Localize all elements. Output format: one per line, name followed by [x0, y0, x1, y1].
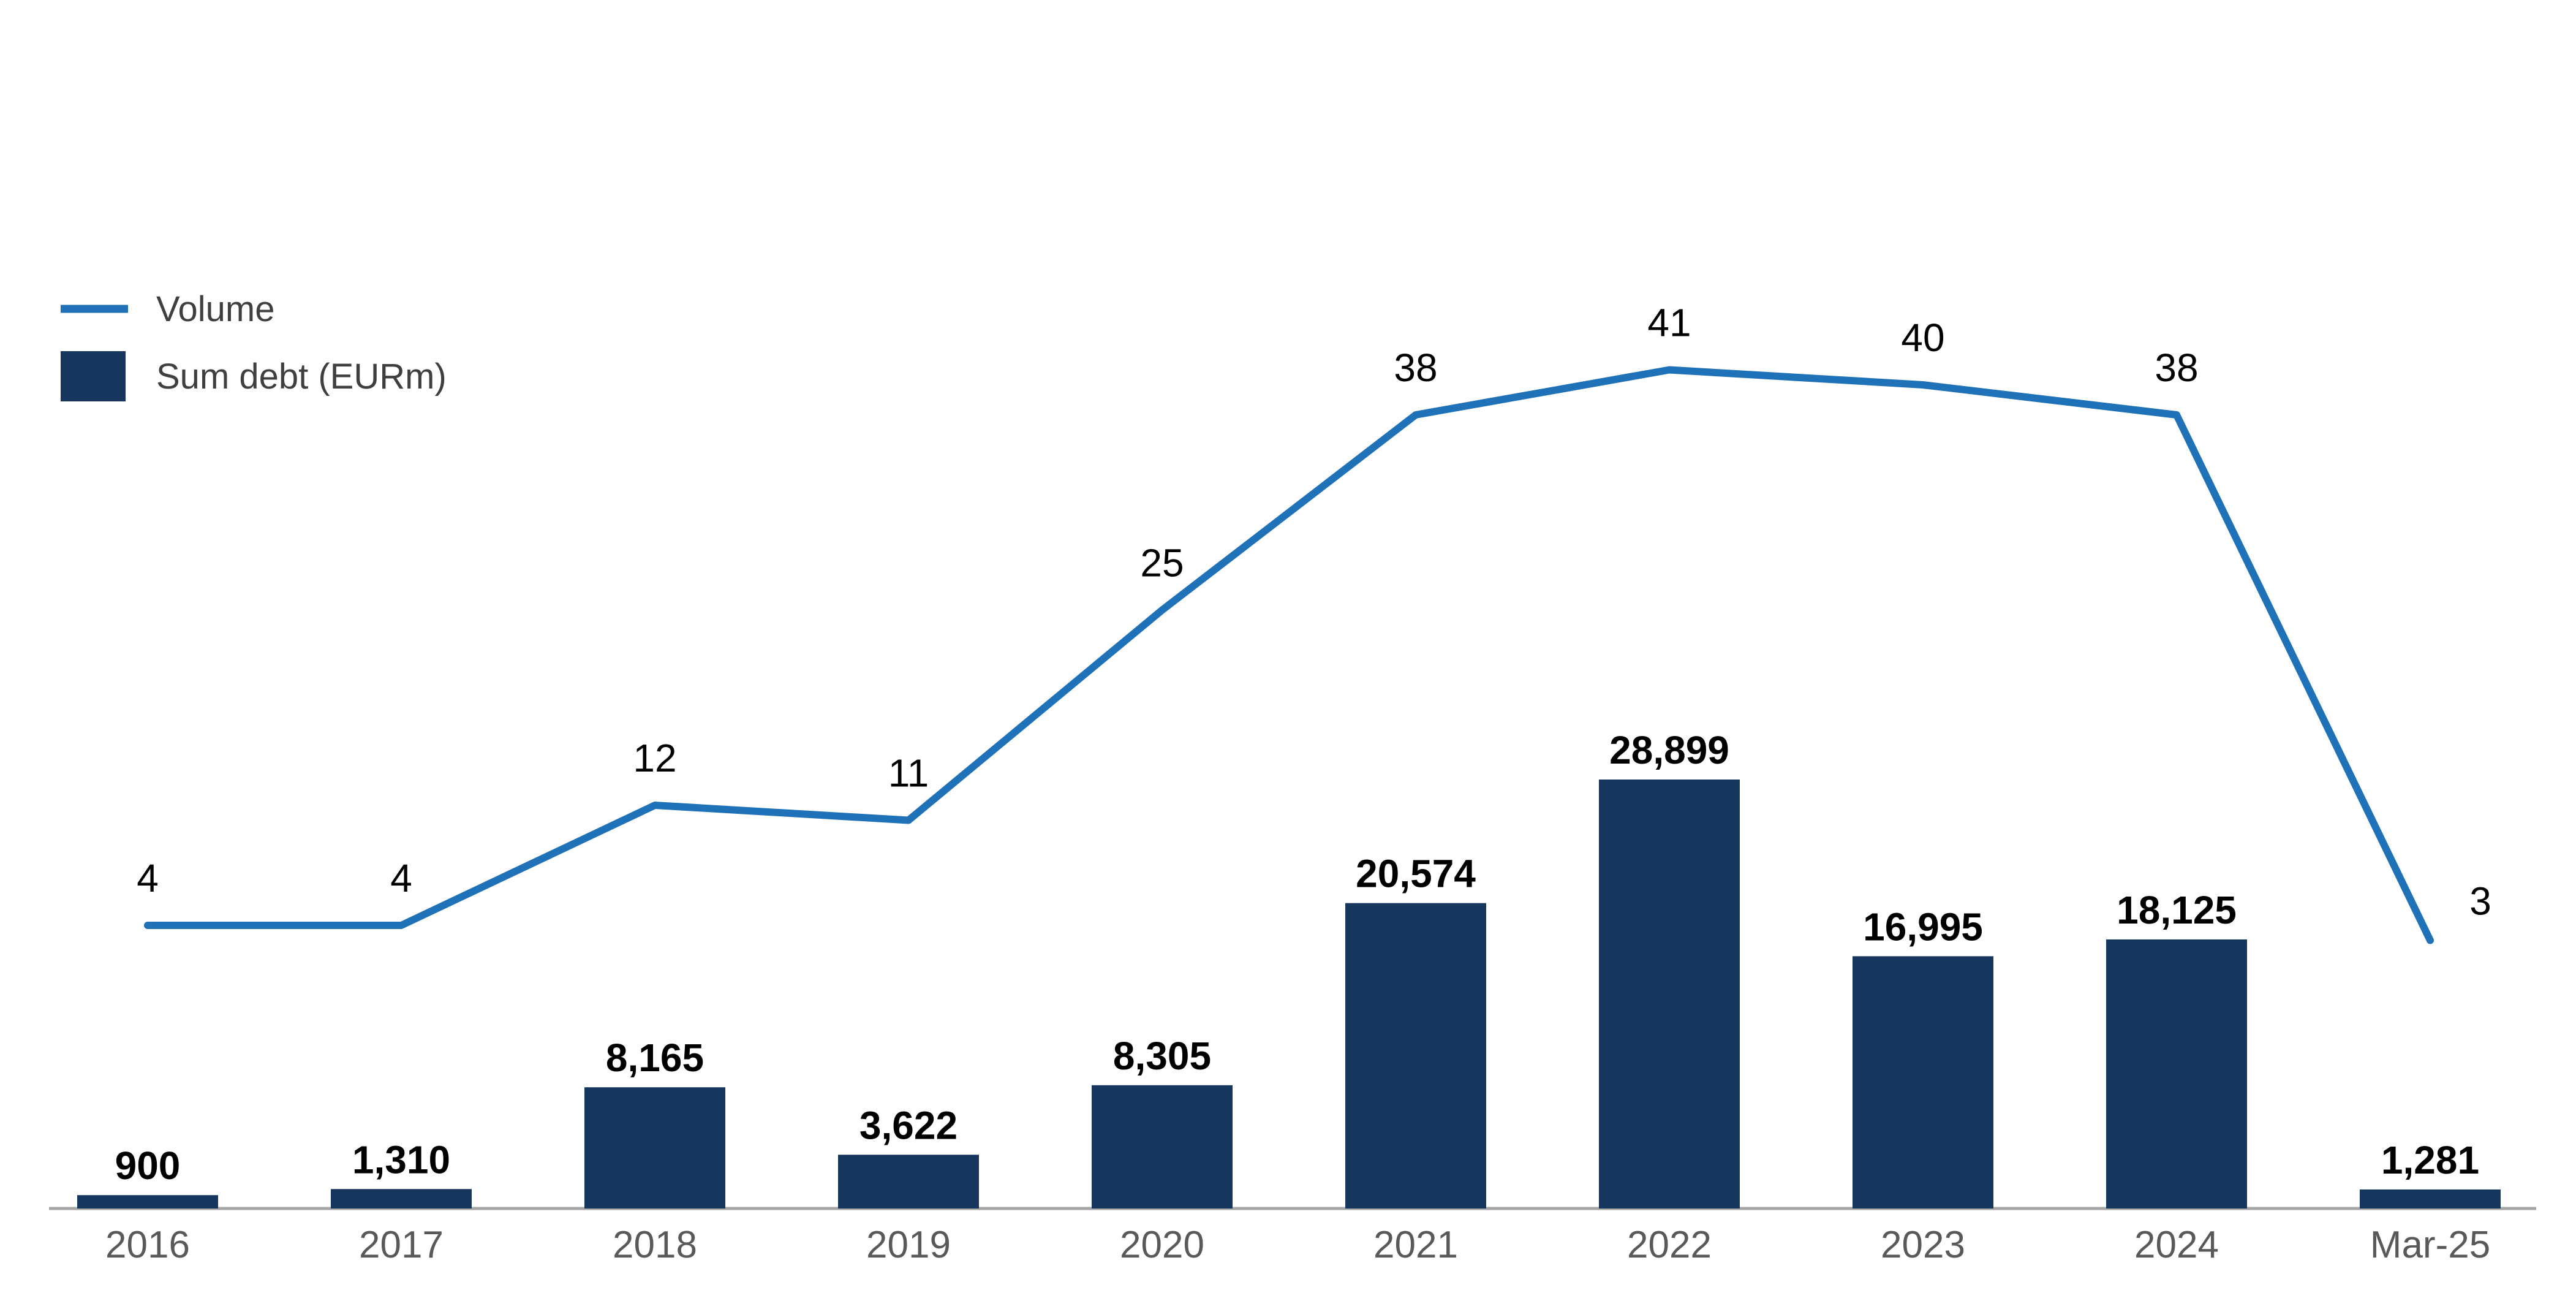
line-label-Mar-25: 3 — [2469, 879, 2491, 924]
bar-label-2018: 8,165 — [606, 1036, 704, 1080]
bar-2016 — [77, 1195, 218, 1208]
category-label-2021: 2021 — [1373, 1224, 1458, 1266]
bar-label-2017: 1,310 — [352, 1137, 450, 1182]
bar-label-2020: 8,305 — [1113, 1034, 1211, 1078]
legend-volume-label: Volume — [156, 289, 274, 329]
bar-label-2024: 18,125 — [2117, 888, 2237, 932]
line-label-2022: 41 — [1647, 301, 1691, 345]
bar-label-2016: 900 — [115, 1144, 181, 1188]
bar-2018 — [584, 1087, 725, 1208]
category-label-2020: 2020 — [1120, 1224, 1204, 1266]
bar-2022 — [1599, 780, 1740, 1208]
line-label-2024: 38 — [2155, 346, 2198, 390]
bar-2024 — [2106, 939, 2247, 1208]
bar-label-2021: 20,574 — [1356, 852, 1476, 896]
bar-label-2023: 16,995 — [1863, 905, 1983, 949]
category-label-2019: 2019 — [866, 1224, 951, 1266]
line-label-2018: 12 — [633, 736, 676, 780]
bar-2019 — [838, 1155, 979, 1208]
bar-label-Mar-25: 1,281 — [2381, 1138, 2479, 1182]
bar-2023 — [1853, 956, 1993, 1208]
category-label-2022: 2022 — [1627, 1224, 1712, 1266]
bar-2021 — [1345, 903, 1486, 1208]
volume-line — [144, 366, 2434, 944]
category-label-2016: 2016 — [105, 1224, 190, 1266]
category-label-2017: 2017 — [359, 1224, 444, 1266]
line-label-2020: 25 — [1140, 541, 1184, 585]
line-label-2023: 40 — [1901, 316, 1944, 360]
bar-Mar-25 — [2360, 1189, 2501, 1208]
category-label-Mar-25: Mar-25 — [2370, 1224, 2490, 1266]
bar-label-2022: 28,899 — [1609, 728, 1729, 772]
line-label-2021: 38 — [1394, 346, 1437, 390]
category-label-2024: 2024 — [2134, 1224, 2219, 1266]
bar-label-2019: 3,622 — [859, 1103, 958, 1147]
line-label-2017: 4 — [390, 856, 412, 900]
bar-2017 — [331, 1189, 472, 1208]
bar-2020 — [1092, 1085, 1233, 1208]
line-label-2016: 4 — [137, 856, 159, 900]
line-label-2019: 11 — [888, 751, 929, 795]
legend: Volume Sum debt (EURm) — [61, 289, 447, 401]
plot-area: 900 2016 1,310 2017 8,165 2018 3,622 2019 8,305 2… — [49, 301, 2536, 1266]
legend-sumdebt-label: Sum debt (EURm) — [156, 357, 447, 396]
legend-sumdebt-swatch — [61, 351, 126, 401]
category-label-2018: 2018 — [613, 1224, 697, 1266]
category-label-2023: 2023 — [1881, 1224, 1965, 1266]
